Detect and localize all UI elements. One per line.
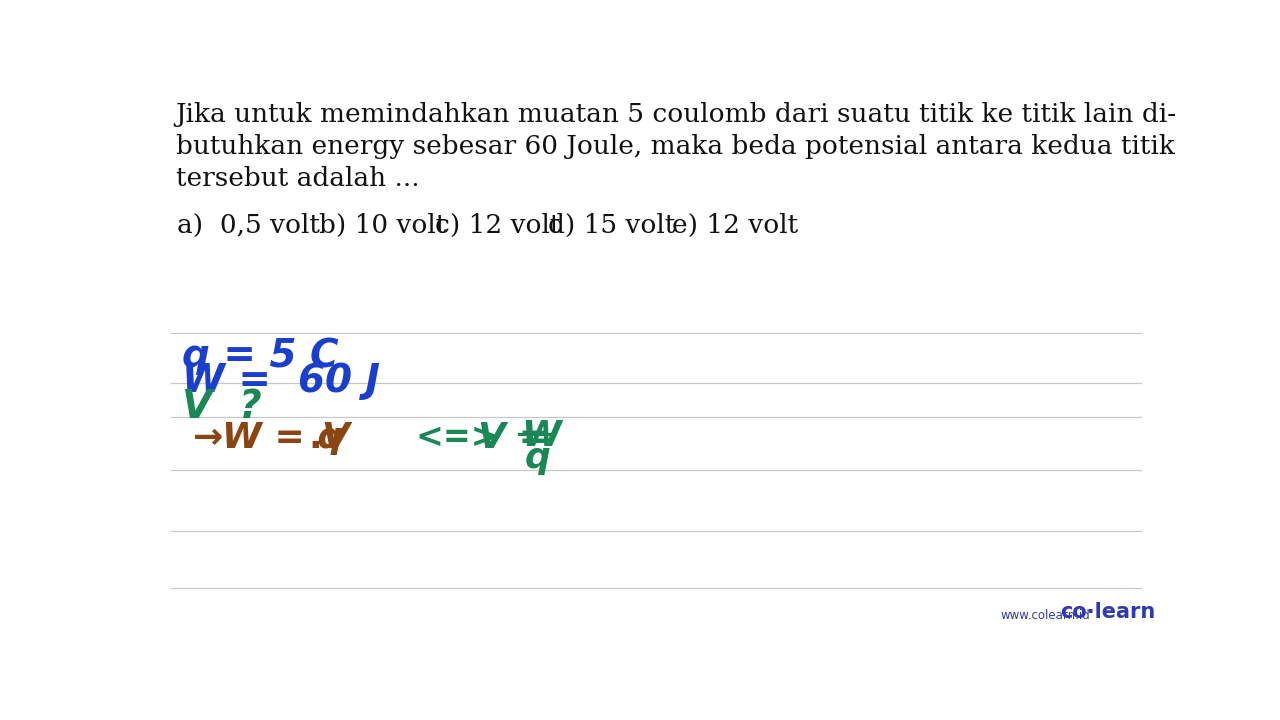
Text: q = 5 C: q = 5 C: [182, 337, 338, 374]
Text: V =: V =: [477, 420, 549, 454]
Text: W =  60 J: W = 60 J: [182, 362, 380, 400]
Text: W = q: W = q: [221, 420, 343, 454]
Text: butuhkan energy sebesar 60 Joule, maka beda potensial antara kedua titik: butuhkan energy sebesar 60 Joule, maka b…: [175, 134, 1174, 159]
Text: d) 15 volt: d) 15 volt: [548, 212, 675, 238]
Text: W: W: [521, 419, 561, 453]
Text: a)  0,5 volt: a) 0,5 volt: [177, 212, 320, 238]
Text: V  ?: V ?: [182, 388, 261, 426]
Text: <=>: <=>: [416, 420, 499, 454]
Text: e) 12 volt: e) 12 volt: [672, 212, 797, 238]
Text: .: .: [308, 420, 323, 454]
Text: tersebut adalah ...: tersebut adalah ...: [175, 166, 419, 192]
Text: Jika untuk memindahkan muatan 5 coulomb dari suatu titik ke titik lain di-: Jika untuk memindahkan muatan 5 coulomb …: [175, 102, 1176, 127]
Text: →: →: [192, 420, 223, 454]
Text: q: q: [525, 441, 550, 474]
Text: www.colearn.id: www.colearn.id: [1001, 608, 1091, 621]
Text: b) 10 volt: b) 10 volt: [319, 212, 447, 238]
Text: co·learn: co·learn: [1061, 601, 1156, 621]
Text: c) 12 volt: c) 12 volt: [435, 212, 561, 238]
Text: V: V: [321, 420, 349, 454]
